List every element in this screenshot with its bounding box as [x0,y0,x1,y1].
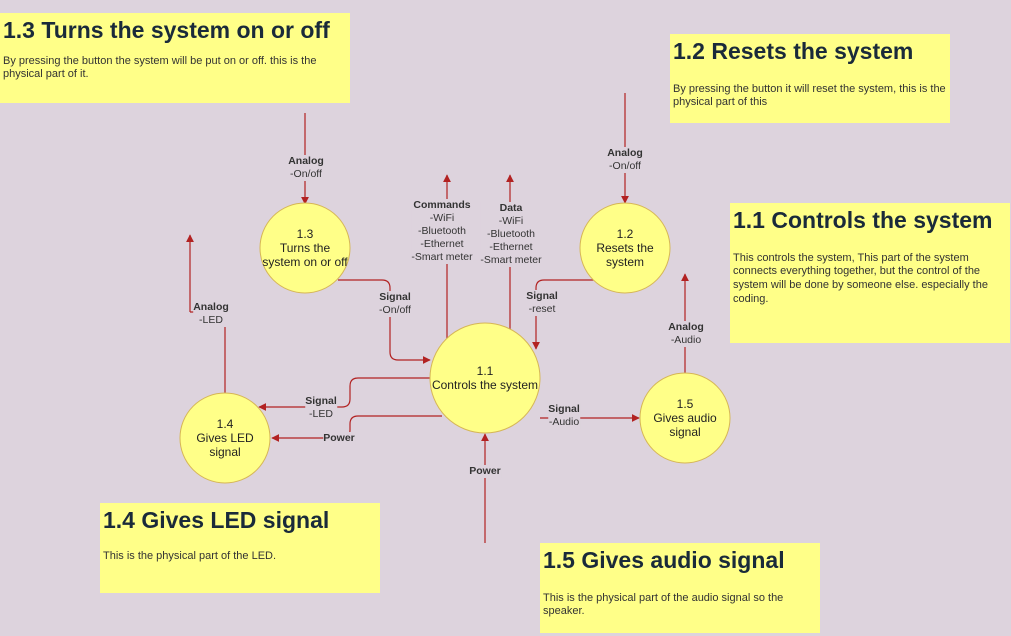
flow-analog-led [190,235,226,393]
process-id: 1.3 [296,227,314,241]
flow-power-led [271,415,442,442]
flow-label-line: -WiFi [498,215,524,227]
flow-label-analog-led: Analog -LED [193,301,229,327]
flow-label-head: Data [499,202,523,214]
flow-label-line: -On/off [379,304,411,316]
flow-label-data: Data -WiFi -Bluetooth -Ethernet -Smart m… [480,202,542,267]
process-id: 1.4 [216,417,234,431]
flow-label-head: Analog [288,155,324,167]
flow-label-head: Signal [548,403,580,415]
flow-label-head: Analog [668,321,704,333]
process-1-4[interactable] [179,392,271,484]
flow-label-line: -Smart meter [480,254,542,266]
flow-label-analog-audio: Analog -Audio [668,321,704,347]
process-name: signal [669,425,701,439]
flow-label-line: -Smart meter [411,251,473,263]
flow-label-power-led: Power [323,432,355,445]
flow-label-head: Analog [607,147,643,159]
process-name: Resets the [596,241,654,255]
flow-label-line: -Ethernet [420,238,464,250]
flow-label-line: -Ethernet [489,241,533,253]
flow-label-line: -LED [199,314,223,326]
process-id: 1.5 [676,397,694,411]
note-1-1: 1.1 Controls the system This controls th… [730,203,1010,343]
process-1-5-label: 1.5 Gives audio signal [640,397,730,439]
process-id: 1.2 [616,227,634,241]
note-text: This is the physical part of the LED. [103,549,277,562]
flow-label-head: Power [323,432,355,444]
flow-label-signal-onoff: Signal -On/off [379,291,411,317]
process-1-3[interactable] [259,202,351,294]
note-title: 1.2 Resets the system [673,38,914,64]
process-1-1-label: 1.1 Controls the system [430,364,540,392]
note-1-2: 1.2 Resets the system By pressing the bu… [670,34,950,123]
flow-signal-led [258,377,430,411]
flow-label-line: -On/off [290,168,322,180]
process-1-2-label: 1.2 Resets the system [580,227,670,269]
process-name: system [605,255,644,269]
note-title: 1.4 Gives LED signal [103,507,330,533]
flow-label-commands: Commands -WiFi -Bluetooth -Ethernet -Sma… [411,199,473,264]
flow-label-line: -Bluetooth [487,228,535,240]
flow-label-head: Signal [526,290,558,302]
flow-label-analog-1-3: Analog -On/off [288,155,324,181]
note-1-3: 1.3 Turns the system on or off By pressi… [0,13,350,103]
flow-label-power-main: Power [469,465,501,478]
flow-label-line: -Audio [670,334,702,346]
process-1-5[interactable] [639,372,731,464]
flow-label-head: Power [469,465,501,477]
flow-label-analog-1-2: Analog -On/off [607,147,643,173]
flow-label-line: -On/off [609,160,641,172]
process-name: Gives audio [653,411,717,425]
flow-label-line: -LED [309,408,333,420]
process-name: Controls the system [431,378,539,392]
note-title: 1.1 Controls the system [733,207,993,233]
flow-label-head: Signal [379,291,411,303]
flow-label-line: -Audio [548,416,580,428]
process-name: Gives LED [196,431,254,445]
process-name: system on or off [262,255,348,269]
process-1-4-label: 1.4 Gives LED signal [180,417,270,459]
note-1-4: 1.4 Gives LED signal This is the physica… [100,503,380,593]
flow-label-signal-audio: Signal -Audio [548,403,580,429]
flow-label-line: -WiFi [429,212,455,224]
flow-signal-reset [532,279,595,350]
flow-label-head: Analog [193,301,229,313]
flow-label-line: -reset [528,303,556,315]
note-title: 1.5 Gives audio signal [543,547,785,573]
note-text: By pressing the button the system will b… [3,54,317,81]
flow-label-signal-reset: Signal -reset [526,290,558,316]
flow-label-line: -Bluetooth [418,225,466,237]
process-1-1[interactable] [429,322,541,434]
flow-label-signal-led: Signal -LED [305,395,337,421]
flow-label-head: Commands [413,199,471,211]
note-title: 1.3 Turns the system on or off [3,17,330,43]
note-text: By pressing the button it will reset the… [673,82,946,109]
flow-label-head: Signal [305,395,337,407]
flow-signal-onoff [338,279,431,364]
process-name: signal [209,445,241,459]
process-1-3-label: 1.3 Turns the system on or off [255,227,355,269]
process-name: Turns the [279,241,331,255]
note-text: This is the physical part of the audio s… [543,591,784,618]
note-text: This controls the system, This part of t… [733,251,988,305]
process-1-2[interactable] [579,202,671,294]
process-id: 1.1 [476,364,494,378]
note-1-5: 1.5 Gives audio signal This is the physi… [540,543,820,633]
